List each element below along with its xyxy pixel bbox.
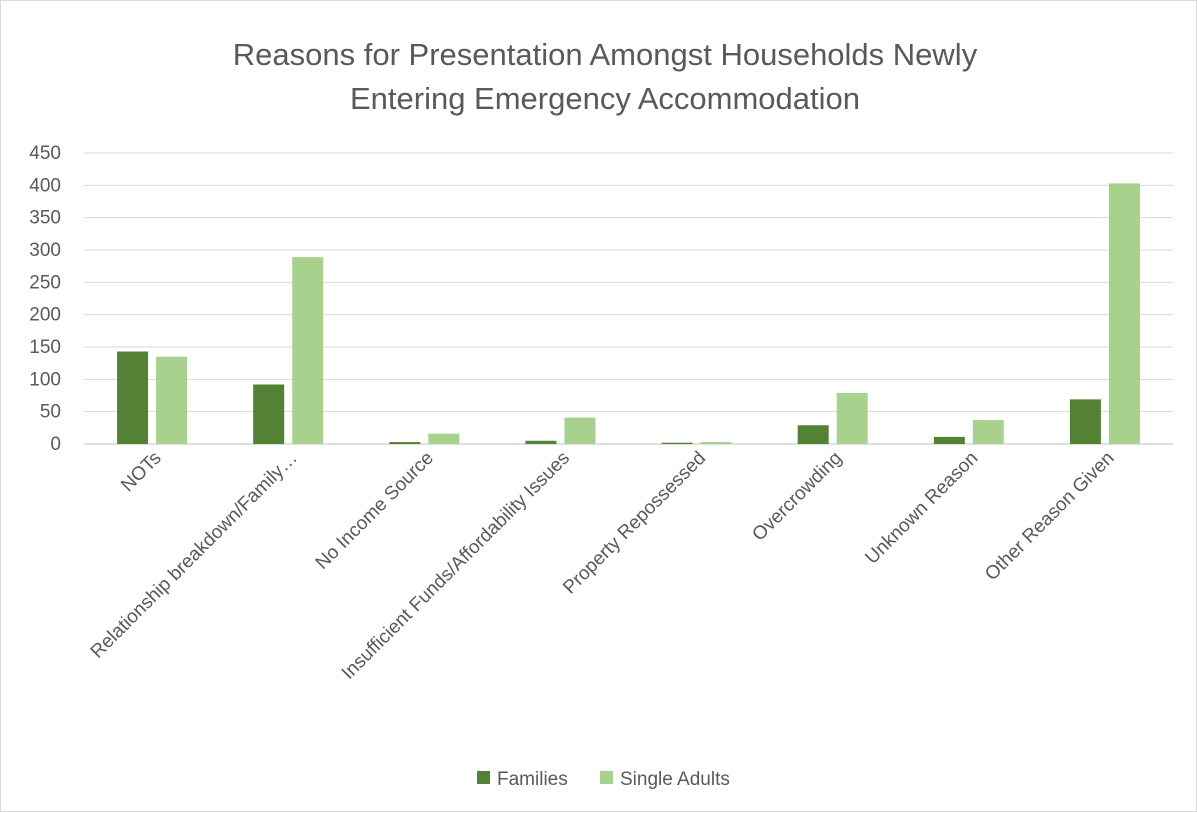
bar-single-adults: [564, 417, 596, 444]
y-tick-label: 200: [29, 305, 61, 326]
x-category-label: Insufficient Funds/Affordability Issues: [338, 448, 574, 684]
y-tick-label: 300: [29, 240, 61, 261]
bar-single-adults: [836, 392, 868, 444]
y-axis-ticks: 0 50 100 150 200 250 300 350 400 450: [29, 143, 61, 455]
legend-label: Families: [497, 769, 568, 790]
bar-families: [797, 425, 829, 444]
bar-families: [525, 440, 557, 444]
bars: [117, 183, 1140, 445]
y-tick-label: 100: [29, 369, 61, 390]
x-category-label: NOTs: [117, 448, 165, 496]
bar-families: [661, 442, 693, 444]
bar-families: [389, 442, 421, 444]
bar-single-adults: [700, 442, 732, 444]
y-tick-label: 350: [29, 208, 61, 229]
x-category-label: Other Reason Given: [981, 448, 1118, 585]
x-category-label: Property Repossessed: [559, 448, 710, 599]
y-tick-label: 0: [50, 434, 61, 455]
bar-families: [933, 436, 965, 444]
x-category-label: No Income Source: [312, 448, 438, 574]
bar-single-adults: [428, 433, 460, 444]
legend: Families Single Adults: [477, 769, 730, 790]
chart-title-line-1: Reasons for Presentation Amongst Househo…: [233, 37, 978, 72]
y-tick-label: 150: [29, 337, 61, 358]
bar-families: [253, 384, 285, 444]
bar-families: [117, 351, 149, 444]
y-tick-label: 400: [29, 175, 61, 196]
bar-single-adults: [156, 356, 188, 444]
gridlines: [84, 152, 1173, 445]
legend-swatch: [477, 771, 490, 784]
bar-single-adults: [972, 420, 1004, 444]
chart-title-line-2: Entering Emergency Accommodation: [350, 81, 860, 116]
legend-swatch: [600, 771, 613, 784]
y-tick-label: 50: [40, 402, 61, 423]
x-category-label: Unknown Reason: [861, 448, 982, 569]
bar-families: [1069, 399, 1101, 444]
y-tick-label: 250: [29, 272, 61, 293]
bar-single-adults: [292, 257, 324, 444]
x-category-label: Overcrowding: [748, 448, 846, 546]
bar-single-adults: [1108, 183, 1140, 445]
chart-title: Reasons for Presentation Amongst Househo…: [233, 37, 978, 116]
y-tick-label: 450: [29, 143, 61, 164]
legend-label: Single Adults: [620, 769, 730, 790]
